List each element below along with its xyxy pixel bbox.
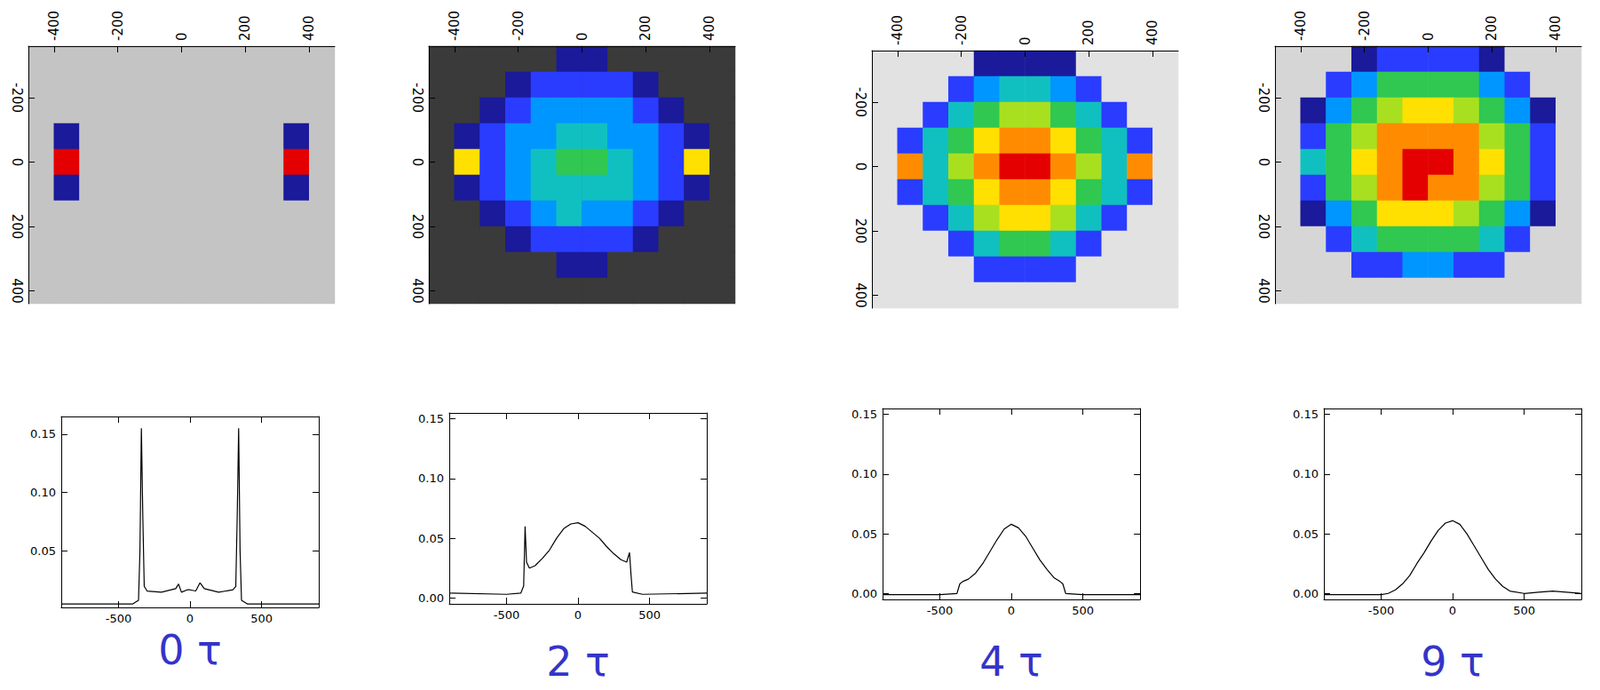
- svg-text:-400: -400: [1292, 10, 1309, 41]
- svg-text:200: 200: [1080, 19, 1097, 46]
- svg-text:0.00: 0.00: [418, 591, 444, 605]
- svg-text:0.05: 0.05: [851, 527, 878, 541]
- svg-text:400: 400: [300, 15, 317, 41]
- svg-text:0.10: 0.10: [851, 467, 878, 481]
- svg-text:0.10: 0.10: [418, 471, 444, 485]
- svg-text:0: 0: [1449, 603, 1457, 618]
- svg-text:2 τ: 2 τ: [546, 637, 610, 686]
- svg-text:400: 400: [852, 282, 869, 309]
- svg-text:0.00: 0.00: [1292, 586, 1319, 601]
- svg-text:200: 200: [637, 15, 654, 41]
- svg-text:500: 500: [1512, 603, 1536, 618]
- svg-text:200: 200: [852, 218, 869, 245]
- svg-text:200: 200: [1255, 213, 1272, 240]
- svg-text:400: 400: [1255, 277, 1272, 304]
- svg-text:-500: -500: [105, 611, 133, 626]
- svg-text:0.15: 0.15: [418, 411, 444, 426]
- svg-text:500: 500: [250, 611, 273, 626]
- svg-text:0: 0: [574, 608, 582, 622]
- svg-text:0.15: 0.15: [30, 427, 56, 441]
- svg-text:0.00: 0.00: [851, 586, 878, 601]
- svg-text:-400: -400: [46, 10, 63, 41]
- svg-text:0: 0: [8, 158, 25, 167]
- svg-text:-200: -200: [852, 87, 869, 118]
- svg-text:500: 500: [1071, 603, 1094, 618]
- svg-text:200: 200: [8, 213, 25, 240]
- svg-text:0: 0: [409, 158, 426, 167]
- svg-text:0.05: 0.05: [1292, 527, 1319, 541]
- svg-text:0: 0: [174, 31, 191, 41]
- svg-text:0: 0: [574, 31, 591, 41]
- svg-text:-400: -400: [889, 15, 906, 46]
- svg-text:-200: -200: [409, 82, 426, 113]
- svg-text:400: 400: [409, 277, 426, 304]
- svg-text:400: 400: [8, 277, 25, 304]
- svg-text:0.05: 0.05: [418, 531, 444, 546]
- svg-text:4 τ: 4 τ: [979, 637, 1044, 686]
- svg-text:200: 200: [237, 15, 254, 41]
- svg-text:0.15: 0.15: [851, 407, 878, 421]
- svg-text:0.10: 0.10: [1292, 467, 1319, 481]
- svg-text:0: 0: [852, 162, 869, 172]
- svg-text:400: 400: [1144, 19, 1161, 46]
- svg-text:0: 0: [1255, 158, 1272, 167]
- svg-text:0.10: 0.10: [30, 485, 56, 500]
- svg-text:500: 500: [638, 608, 661, 622]
- svg-text:-500: -500: [1368, 603, 1395, 618]
- svg-text:-500: -500: [493, 608, 521, 622]
- svg-text:400: 400: [701, 15, 718, 41]
- svg-text:0: 0: [186, 611, 194, 626]
- svg-text:0.15: 0.15: [1292, 407, 1319, 421]
- svg-text:200: 200: [409, 213, 426, 240]
- svg-text:-500: -500: [926, 603, 954, 618]
- svg-text:0: 0: [1420, 31, 1437, 41]
- svg-text:-200: -200: [953, 15, 970, 46]
- svg-text:-200: -200: [110, 10, 127, 41]
- svg-text:400: 400: [1547, 15, 1564, 41]
- svg-text:0 τ: 0 τ: [158, 625, 222, 674]
- svg-text:-200: -200: [8, 82, 25, 113]
- svg-text:0: 0: [1007, 603, 1015, 618]
- svg-text:9 τ: 9 τ: [1420, 637, 1485, 686]
- svg-text:-200: -200: [1255, 82, 1272, 113]
- svg-text:0: 0: [1017, 36, 1034, 46]
- svg-text:-200: -200: [1356, 10, 1373, 41]
- svg-text:-200: -200: [510, 10, 527, 41]
- svg-text:-400: -400: [446, 10, 463, 41]
- svg-text:200: 200: [1483, 15, 1500, 41]
- svg-text:0.05: 0.05: [30, 544, 56, 558]
